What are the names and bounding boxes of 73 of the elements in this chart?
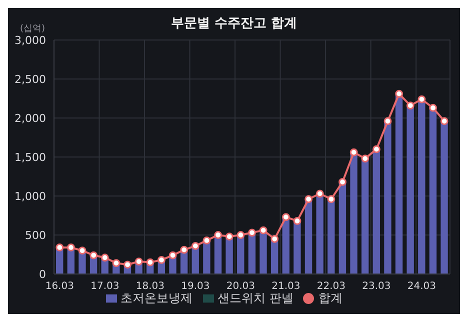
- bar: [372, 149, 380, 274]
- legend-label: 합계: [318, 291, 342, 305]
- x-tick-label: 16.03: [45, 281, 74, 292]
- point: [418, 95, 426, 104]
- point: [191, 242, 200, 250]
- x-tick-label: 23.03: [362, 281, 391, 292]
- point: [406, 102, 414, 110]
- point: [440, 117, 448, 126]
- point: [350, 148, 358, 156]
- bar: [294, 220, 301, 274]
- point: [270, 234, 279, 243]
- y-axis-title: (십억): [20, 23, 46, 35]
- point: [100, 254, 109, 262]
- bar: [226, 236, 233, 274]
- x-tick-label: 20.03: [226, 281, 256, 292]
- point: [56, 244, 64, 252]
- bar: [429, 108, 437, 274]
- point: [146, 258, 154, 266]
- point: [67, 244, 75, 252]
- point: [304, 195, 313, 204]
- point: [372, 145, 380, 154]
- bar: [203, 240, 210, 274]
- point: [214, 231, 222, 239]
- point: [124, 260, 132, 269]
- bar: [418, 99, 426, 274]
- point: [112, 259, 120, 268]
- bar: [384, 121, 392, 274]
- point: [90, 251, 98, 260]
- point: [259, 226, 268, 234]
- bar: [304, 199, 312, 274]
- bar: [361, 158, 369, 274]
- point: [429, 104, 437, 112]
- bar: [338, 182, 346, 274]
- bar: [316, 194, 324, 274]
- x-tick-label: 24.03: [407, 281, 436, 292]
- x-tick-label: 17.03: [90, 281, 120, 292]
- y-tick-label: 2,000: [14, 112, 46, 125]
- bar: [328, 199, 335, 274]
- point: [225, 232, 234, 241]
- point: [316, 190, 324, 198]
- legend-label: 샌드위치 판넬: [218, 291, 294, 305]
- y-tick-label: 1,500: [14, 150, 46, 164]
- x-tick-label: 22.03: [316, 281, 346, 292]
- x-tick-label: 18.03: [136, 281, 164, 292]
- bar: [440, 121, 448, 274]
- y-tick-label: 1,000: [14, 190, 46, 203]
- point: [134, 258, 143, 266]
- bar: [260, 230, 267, 274]
- chart-title: 부문별 수주잔고 합계: [170, 16, 298, 31]
- point: [282, 213, 290, 222]
- legend-label: 초저온보냉제: [120, 291, 193, 305]
- bar: [350, 152, 358, 274]
- y-tick-label: 500: [25, 228, 46, 242]
- x-tick-label: 21.03: [272, 281, 300, 292]
- point: [78, 246, 86, 255]
- point: [202, 236, 211, 244]
- point: [395, 90, 404, 98]
- y-tick-label: 0: [39, 268, 46, 281]
- y-tick-label: 3,000: [14, 34, 46, 47]
- point: [338, 178, 346, 186]
- point: [158, 256, 166, 264]
- point: [293, 217, 302, 225]
- x-tick-label: 19.03: [181, 281, 210, 292]
- point: [361, 154, 370, 163]
- bar: [395, 94, 403, 274]
- point: [384, 117, 392, 126]
- y-tick-label: 2,500: [14, 72, 46, 86]
- bar: [406, 106, 414, 274]
- point: [168, 251, 177, 260]
- point: [180, 246, 188, 254]
- point: [327, 195, 336, 204]
- point: [236, 231, 245, 239]
- point: [248, 228, 256, 237]
